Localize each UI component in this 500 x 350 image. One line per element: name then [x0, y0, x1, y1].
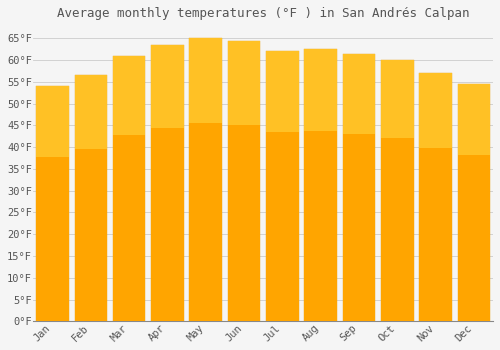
Bar [151, 128, 184, 321]
Title: Average monthly temperatures (°F ) in San Andrés Calpan: Average monthly temperatures (°F ) in Sa… [57, 7, 470, 20]
Bar [228, 125, 260, 321]
Bar [420, 148, 452, 321]
Bar [266, 51, 298, 132]
Bar [151, 45, 184, 128]
Bar [381, 60, 414, 139]
Bar [381, 139, 414, 321]
Bar [36, 86, 69, 157]
Bar [420, 73, 452, 321]
Bar [74, 75, 107, 149]
Bar [36, 157, 69, 321]
Bar [74, 149, 107, 321]
Bar [342, 54, 376, 134]
Bar [113, 56, 146, 321]
Bar [458, 155, 490, 321]
Bar [190, 38, 222, 321]
Bar [190, 123, 222, 321]
Bar [151, 45, 184, 321]
Bar [342, 54, 376, 321]
Bar [381, 60, 414, 321]
Bar [190, 38, 222, 123]
Bar [458, 84, 490, 321]
Bar [36, 86, 69, 321]
Bar [458, 84, 490, 155]
Bar [342, 134, 376, 321]
Bar [228, 41, 260, 321]
Bar [113, 135, 146, 321]
Bar [228, 41, 260, 125]
Bar [74, 75, 107, 321]
Bar [304, 49, 337, 321]
Bar [420, 73, 452, 148]
Bar [266, 51, 298, 321]
Bar [266, 132, 298, 321]
Bar [113, 56, 146, 135]
Bar [304, 49, 337, 131]
Bar [304, 131, 337, 321]
